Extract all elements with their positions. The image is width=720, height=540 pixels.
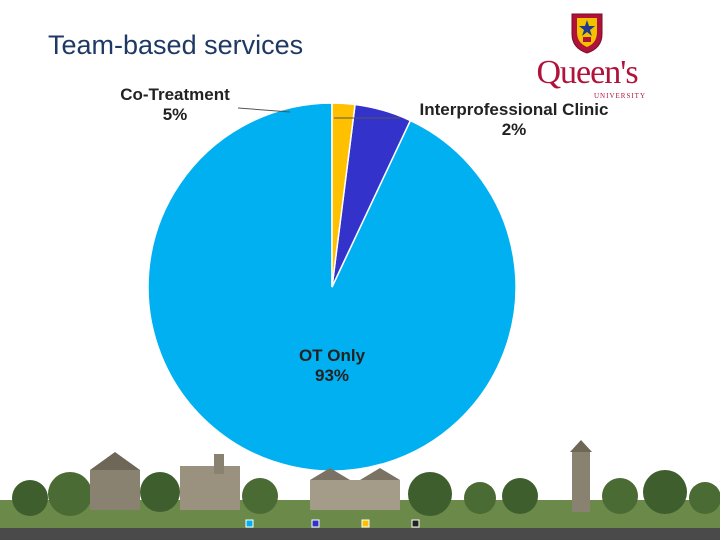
leader-line bbox=[237, 107, 291, 113]
slice-value: 2% bbox=[501, 120, 527, 139]
data-label-interprofessional-clinic: Interprofessional Clinic 2% bbox=[398, 100, 630, 140]
queens-crest-icon bbox=[571, 13, 603, 54]
slice-label: Interprofessional Clinic bbox=[419, 100, 609, 119]
logo-wordmark: Queen's bbox=[536, 54, 638, 91]
slice-label: Co-Treatment bbox=[120, 85, 230, 104]
slice-label: OT Only bbox=[298, 346, 366, 365]
legend-marker bbox=[361, 519, 370, 528]
logo-subtitle: UNIVERSITY bbox=[594, 92, 646, 100]
slice-value: 5% bbox=[162, 105, 188, 124]
pie-slice-interprofessional-clinic bbox=[331, 102, 356, 288]
data-label-ot-only: OT Only 93% bbox=[262, 346, 402, 386]
queens-logo: Queen's UNIVERSITY bbox=[528, 12, 646, 102]
slide-title: Team-based services bbox=[48, 30, 304, 60]
legend-marker bbox=[311, 519, 320, 528]
campus-skyline-image bbox=[0, 440, 720, 540]
slice-value: 93% bbox=[314, 366, 350, 385]
data-label-co-treatment: Co-Treatment 5% bbox=[100, 85, 250, 125]
legend-marker bbox=[245, 519, 254, 528]
legend-marker bbox=[411, 519, 420, 528]
